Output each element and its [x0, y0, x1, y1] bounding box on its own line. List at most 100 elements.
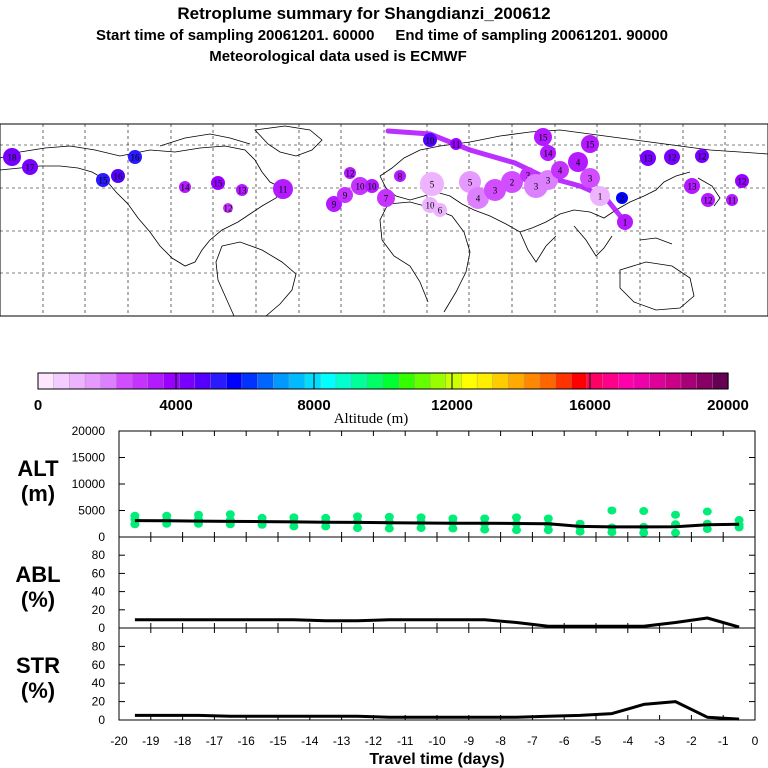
altitude-scatter-point [416, 523, 426, 532]
colorbar-cell [241, 372, 259, 390]
cluster-day-label: 11 [279, 185, 288, 195]
retroplume-cluster: 1 [617, 214, 633, 230]
y-tick-label: 15000 [72, 451, 106, 465]
altitude-scatter-point [384, 512, 394, 521]
cluster-day-label: 1 [623, 218, 628, 228]
colorbar-cell [53, 372, 71, 390]
retroplume-cluster: 15 [96, 173, 110, 187]
cluster-day-label: 13 [644, 154, 654, 164]
retroplume-cluster: 4 [568, 152, 588, 172]
altitude-scatter-point [448, 514, 458, 523]
colorbar-cell [37, 372, 55, 390]
x-tick-label: -20 [110, 734, 128, 748]
cluster-day-label: 12 [346, 169, 355, 179]
cluster-day-label: 10 [426, 201, 436, 211]
retroplume-cluster: 10 [351, 177, 369, 195]
altitude-scatter-point [130, 511, 140, 520]
retroplume-cluster: 13 [640, 150, 656, 166]
x-tick-label: -2 [686, 734, 697, 748]
cluster-day-label: 15 [539, 133, 549, 143]
retroplume-cluster: 7 [377, 189, 395, 207]
cluster-dot [3, 148, 21, 166]
colorbar-cell [273, 372, 290, 390]
y-tick-label: 5000 [78, 504, 105, 518]
retroplume-cluster: 14 [540, 145, 556, 161]
cluster-day-label: 15 [214, 179, 224, 189]
colorbar-cell [461, 372, 478, 390]
x-tick-label: -14 [301, 734, 319, 748]
x-axis-label: Travel time (days) [369, 751, 504, 768]
cluster-day-label: 10 [368, 182, 378, 192]
cluster-dot [128, 150, 142, 164]
cluster-dot [337, 187, 353, 203]
cluster-dot [540, 145, 556, 161]
colorbar-cell [414, 372, 431, 390]
retroplume-cluster: 1 [590, 186, 610, 206]
altitude-scatter-point [194, 510, 203, 519]
cluster-day-label: 17 [26, 163, 36, 173]
cluster-day-label: 12 [738, 177, 747, 187]
altitude-scatter-point [671, 528, 680, 537]
altitude-scatter-point [384, 524, 394, 533]
met-data-line: Meteorological data used is ECMWF [209, 48, 467, 65]
retroplume-cluster: 16 [111, 169, 125, 183]
x-tick-label: -9 [463, 734, 474, 748]
cluster-dot [96, 173, 110, 187]
retroplume-cluster: 11 [450, 138, 462, 150]
x-tick-label: -15 [269, 734, 287, 748]
figure-title: Retroplume summary for Shangdianzi_20061… [177, 4, 550, 23]
cluster-day-label: 5 [468, 178, 473, 188]
colorbar-cell [382, 372, 400, 390]
x-tick-label: -3 [654, 734, 665, 748]
colorbar-cell [194, 372, 212, 390]
y-tick-label: 80 [92, 639, 106, 653]
y-tick-label: 20000 [72, 424, 106, 438]
colorbar-cells [37, 372, 729, 390]
y-tick-label: 80 [92, 548, 106, 562]
colorbar-ticks [175, 373, 591, 389]
cluster-day-label: 5 [430, 180, 435, 190]
panel-ylabel-unit: (%) [21, 587, 55, 612]
altitude-scatter-point [639, 528, 649, 537]
retroplume-cluster: 3 [580, 168, 600, 188]
retroplume-cluster: 17 [22, 159, 38, 175]
cluster-dot [111, 169, 125, 183]
time-series-panels: 05000100001500020000ALT(m)020406080ABL(%… [15, 424, 758, 768]
altitude-scatter-point [480, 514, 490, 523]
cluster-day-label: 12 [668, 153, 677, 163]
colorbar-frame [37, 372, 729, 390]
y-tick-label: 20 [92, 695, 106, 709]
colorbar-cell [163, 372, 180, 390]
y-tick-label: 40 [92, 585, 106, 599]
altitude-scatter-point [734, 516, 744, 525]
cluster-dot [735, 174, 749, 188]
retroplume-cluster: 11 [726, 194, 738, 206]
retroplume-cluster: 8 [394, 170, 406, 182]
cluster-dot [236, 184, 248, 196]
altitude-scatter-point [512, 526, 521, 535]
colorbar-cell [445, 372, 463, 390]
colorbar-cell [225, 372, 243, 390]
altitude-scatter-point [416, 513, 426, 522]
sampling-time-line: Start time of sampling 20061201. 60000 E… [96, 27, 668, 44]
x-tick-label: -12 [365, 734, 383, 748]
colorbar-cell [476, 372, 494, 390]
cluster-day-label: 3 [493, 186, 498, 196]
colorbar-cell [492, 372, 510, 390]
altitude-scatter-point [543, 514, 553, 523]
cluster-day-label: 11 [728, 196, 737, 206]
retroplume-cluster: 2 [501, 171, 523, 193]
cluster-day-label: 15 [586, 140, 596, 150]
cluster-day-label: 11 [452, 140, 461, 150]
cluster-dot [211, 176, 225, 190]
x-tick-label: -18 [174, 734, 192, 748]
colorbar-cell [257, 372, 275, 390]
x-tick-label: -8 [495, 734, 506, 748]
x-tick-label: -19 [142, 734, 160, 748]
altitude-scatter-point [448, 524, 458, 533]
cluster-day-label: 13 [688, 182, 698, 192]
y-tick-label: 60 [92, 566, 106, 580]
panel-abl: 0 20 40 60 80 ABL(%) [15, 536, 756, 635]
cluster-dot [551, 161, 569, 179]
